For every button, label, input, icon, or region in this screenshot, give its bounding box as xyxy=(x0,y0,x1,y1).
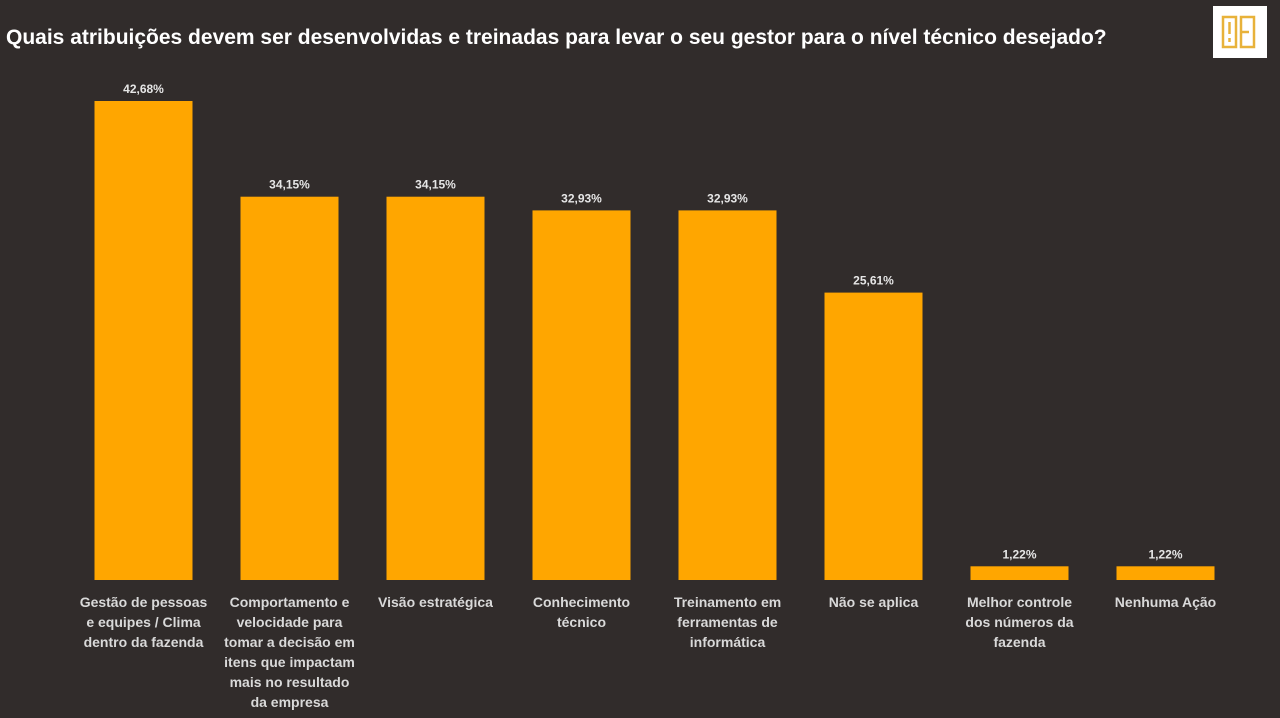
data-label: 32,93% xyxy=(707,191,748,205)
category-label: Comportamento e velocidade para tomar a de… xyxy=(224,594,355,710)
category-label: Nenhuma Ação xyxy=(1115,594,1216,610)
category-label-line: Gestão de pessoas xyxy=(80,594,208,610)
category-label-line: velocidade para xyxy=(237,614,343,630)
category-label-line: informática xyxy=(690,634,766,650)
logo-mark-icon xyxy=(1221,15,1256,49)
category-label-line: ferramentas de xyxy=(677,614,778,630)
bar[interactable] xyxy=(386,196,485,580)
logo-icon xyxy=(1213,6,1267,58)
category-label-line: da empresa xyxy=(251,694,329,710)
category-label-line: dentro da fazenda xyxy=(84,634,204,650)
category-label-line: Melhor controle xyxy=(967,594,1072,610)
category-label-line: técnico xyxy=(557,614,606,630)
category-label-line: Não se aplica xyxy=(829,594,919,610)
chart-title: Quais atribuições devem ser desenvolvida… xyxy=(6,26,1107,49)
data-label: 32,93% xyxy=(561,191,602,205)
data-label: 1,22% xyxy=(1002,547,1036,561)
category-label-line: dos números da xyxy=(965,614,1073,630)
category-label-line: tomar a decisão em xyxy=(224,634,355,650)
category-label: Melhor controle dos números da fazenda xyxy=(965,594,1073,650)
category-label: Não se aplica xyxy=(829,594,919,610)
category-label-line: Conhecimento xyxy=(533,594,630,610)
bar[interactable] xyxy=(970,566,1069,580)
bar[interactable] xyxy=(678,210,777,580)
category-label-line: e equipes / Clima xyxy=(86,614,201,630)
bar[interactable] xyxy=(1116,566,1215,580)
data-label: 1,22% xyxy=(1148,547,1182,561)
category-label: Conhecimento técnico xyxy=(533,594,630,630)
category-label-line: mais no resultado xyxy=(230,674,350,690)
category-label: Visão estratégica xyxy=(378,594,493,610)
category-label-line: itens que impactam xyxy=(224,654,355,670)
bar[interactable] xyxy=(824,292,923,580)
category-label-line: Treinamento em xyxy=(674,594,781,610)
bar[interactable] xyxy=(240,196,339,580)
data-label: 34,15% xyxy=(415,178,456,192)
category-label-line: Comportamento e xyxy=(230,594,350,610)
category-label-line: Visão estratégica xyxy=(378,594,493,610)
category-label-line: fazenda xyxy=(993,634,1045,650)
bar[interactable] xyxy=(94,101,193,580)
category-label-line: Nenhuma Ação xyxy=(1115,594,1216,610)
bar[interactable] xyxy=(532,210,631,580)
data-label: 34,15% xyxy=(269,178,310,192)
category-label: Treinamento em ferramentas de informática xyxy=(674,594,781,650)
data-label: 42,68% xyxy=(123,82,164,96)
data-label: 25,61% xyxy=(853,274,894,288)
category-label: Gestão de pessoas e equipes / Clima dentro… xyxy=(80,594,208,650)
